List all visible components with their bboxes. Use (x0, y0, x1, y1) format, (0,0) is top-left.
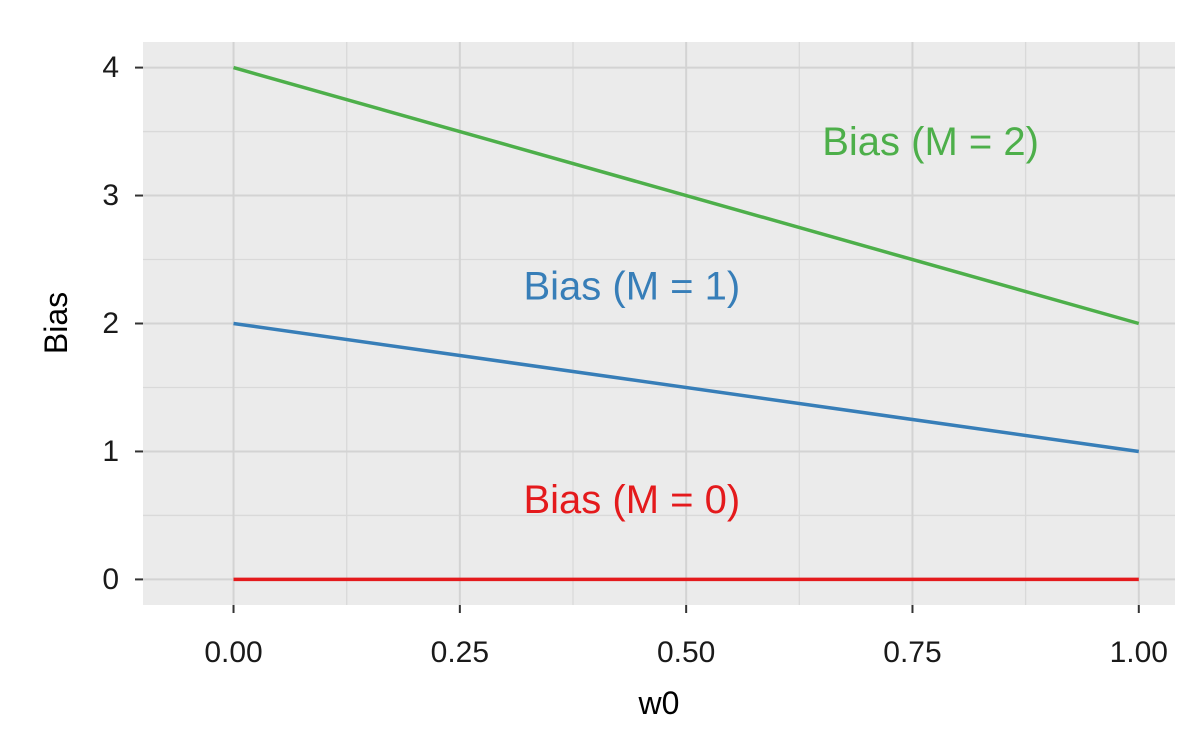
series-lines (233, 65, 1140, 582)
annotation-label-m1: Bias (M = 1) (523, 265, 740, 309)
x-tick-label: 0.75 (883, 636, 941, 669)
x-tick-label: 0.50 (657, 636, 715, 669)
annotation-label-m0: Bias (M = 0) (523, 478, 740, 522)
y-tick-label: 0 (102, 563, 119, 596)
x-axis-title: w0 (638, 685, 680, 721)
y-tick-label: 4 (102, 51, 119, 84)
axes: 0.00 0.25 0.50 0.75 1.00 0 1 2 3 4 (102, 51, 1168, 669)
x-tick-label: 0.00 (204, 636, 262, 669)
x-tick-label: 1.00 (1110, 636, 1168, 669)
y-tick-label: 1 (102, 435, 119, 468)
x-tick-label: 0.25 (431, 636, 489, 669)
y-tick-label: 3 (102, 179, 119, 212)
series-line-m2 (233, 65, 1140, 326)
series-line-m1 (233, 321, 1140, 454)
y-axis-title: Bias (38, 292, 74, 354)
series-annotations: Bias (M = 0) Bias (M = 1) Bias (M = 2) (523, 120, 1038, 522)
y-tick-label: 2 (102, 307, 119, 340)
annotation-label-m2: Bias (M = 2) (822, 120, 1039, 164)
